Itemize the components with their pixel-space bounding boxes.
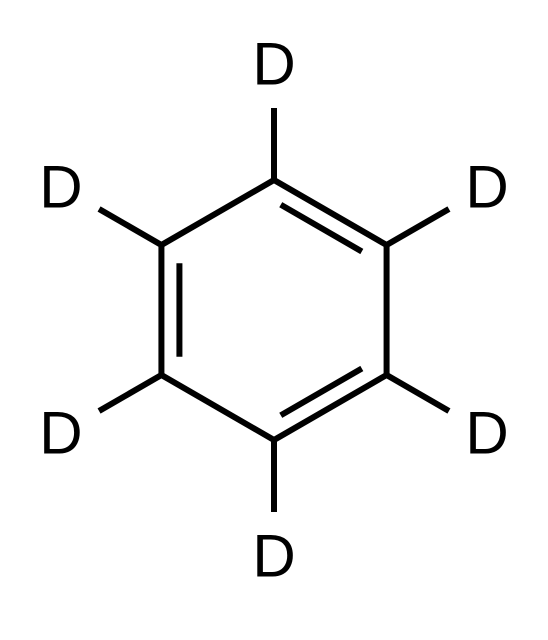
ring-bond-inner	[281, 369, 362, 416]
atom-label-d: D	[465, 400, 508, 467]
molecule-diagram: D D D D D D	[0, 0, 548, 640]
substituent-bond	[387, 375, 449, 411]
substituent-bond	[387, 209, 449, 245]
atom-label-d: D	[465, 154, 508, 221]
ring-bond-inner	[281, 205, 362, 252]
substituent-bond	[99, 209, 161, 245]
ring-bond	[161, 375, 274, 440]
atom-label-d: D	[252, 523, 295, 590]
substituent-bond	[99, 375, 161, 411]
atom-label-d: D	[39, 154, 82, 221]
atom-label-d: D	[39, 400, 82, 467]
ring-bond	[161, 180, 274, 245]
atom-label-d: D	[252, 31, 295, 98]
